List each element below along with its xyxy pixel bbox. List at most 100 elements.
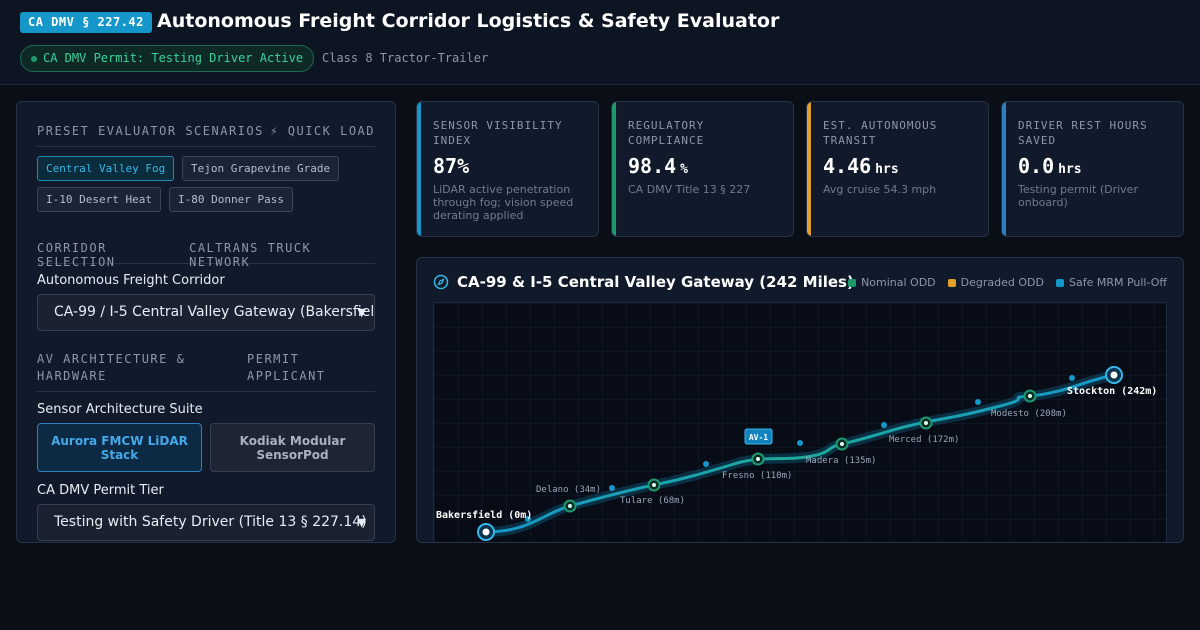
legend-label: Degraded ODD (960, 276, 1044, 289)
map-legend: Nominal ODD Degraded ODD Safe MRM Pull-O… (848, 276, 1167, 289)
kpi-driver-rest-hours: DRIVER REST HOURS SAVED 0.0 hrs Testing p… (1001, 101, 1184, 237)
kpi-value-row: 4.46 hrs (823, 154, 899, 178)
map-stop[interactable]: Fresno (110m) (722, 452, 792, 482)
mrm-pulloff-marker[interactable] (797, 440, 803, 446)
kpi-subtext: CA DMV Title 13 § 227 (628, 183, 751, 196)
kpi-label: REGULATORY COMPLIANCE (628, 119, 705, 147)
stop-label: Stockton (242m) (1067, 386, 1157, 397)
corridor-section-header: CORRIDOR SELECTION CALTRANS TRUCK NETWOR… (37, 241, 375, 269)
permit-tier-select[interactable]: Testing with Safety Driver (Title 13 § 2… (37, 504, 375, 541)
architecture-note: PERMIT APPLICANT (247, 352, 326, 383)
mrm-pulloff-marker[interactable] (525, 516, 531, 522)
kpi-regulatory-compliance: REGULATORY COMPLIANCE 98.4% CA DMV Title… (611, 101, 794, 237)
kpi-autonomous-transit: EST. AUTONOMOUS TRANSIT 4.46 hrs Avg crui… (806, 101, 989, 237)
mrm-pulloff-marker[interactable] (703, 461, 709, 467)
kpi-label: SENSOR VISIBILITY INDEX (433, 119, 563, 147)
legend-swatch (848, 278, 857, 287)
preset-chip-i10-desert-heat[interactable]: I-10 Desert Heat (37, 187, 161, 212)
mrm-pulloff-marker[interactable] (609, 485, 615, 491)
kpi-unit: hrs (1058, 162, 1082, 177)
route-line (484, 373, 1116, 534)
control-sidebar: PRESET EVALUATOR SCENARIOS ⚡ QUICK LOAD … (16, 101, 396, 543)
preset-chip-tejon-grapevine-grade[interactable]: Tejon Grapevine Grade (182, 156, 340, 181)
map-title: CA-99 & I-5 Central Valley Gateway (242 … (457, 273, 854, 291)
preset-chip-central-valley-fog[interactable]: Central Valley Fog (37, 156, 175, 181)
legend-safe-mrm: Safe MRM Pull-Off (1055, 276, 1167, 289)
stop-label: Merced (172m) (889, 435, 959, 445)
architecture-section-header: AV ARCHITECTURE & HARDWARE PERMIT APPLIC… (37, 351, 375, 392)
map-stop[interactable]: Bakersfield (0m) (436, 509, 532, 541)
corridor-map-canvas: Bakersfield (0m) Delano (34m) Tulare (68m)… (434, 303, 1166, 542)
corridor-field-label: Autonomous Freight Corridor (37, 273, 225, 288)
stop-dot (924, 421, 928, 425)
stop-label: Bakersfield (0m) (436, 509, 532, 521)
stop-label: Delano (34m) (536, 485, 601, 495)
legend-swatch (1055, 278, 1064, 287)
legend-label: Safe MRM Pull-Off (1068, 276, 1167, 289)
corridor-heading: CORRIDOR SELECTION (37, 241, 116, 269)
corridor-map-panel: CA-99 & I-5 Central Valley Gateway (242 … (416, 257, 1184, 543)
preset-chip-i80-donner-pass[interactable]: I-80 Donner Pass (169, 187, 293, 212)
corridor-select-value: CA-99 / I-5 Central Valley Gateway (Bake… (54, 304, 375, 320)
vehicle-class-label: Class 8 Tractor-Trailer (322, 51, 489, 65)
kpi-sensor-visibility: SENSOR VISIBILITY INDEX 87% LiDAR active… (416, 101, 599, 237)
legend-degraded-odd: Degraded ODD (947, 276, 1044, 289)
legend-nominal-odd: Nominal ODD (848, 276, 936, 289)
stop-dot (568, 504, 572, 508)
permit-status-pill: CA DMV Permit: Testing Driver Active (20, 45, 315, 72)
kpi-label: EST. AUTONOMOUS TRANSIT (823, 119, 938, 147)
legend-swatch (947, 278, 956, 287)
quick-load-button[interactable]: ⚡ QUICK LOAD (270, 124, 375, 138)
kpi-value: 87% (433, 154, 470, 178)
kpi-unit: hrs (875, 162, 899, 177)
corridor-select[interactable]: CA-99 / I-5 Central Valley Gateway (Bake… (37, 294, 375, 331)
stops-layer: Bakersfield (0m) Delano (34m) Tulare (68m)… (436, 366, 1157, 541)
map-stop[interactable]: Madera (135m) (806, 437, 876, 467)
kpi-value-row: 98.4% (628, 154, 688, 178)
chevron-down-icon: ▼ (357, 306, 366, 319)
compass-icon (433, 274, 449, 290)
mrm-pulloff-marker[interactable] (1069, 375, 1075, 381)
status-dot-icon (31, 55, 37, 62)
permit-tier-select-value: Testing with Safety Driver (Title 13 § 2… (54, 514, 367, 530)
mrm-pulloff-marker[interactable] (881, 422, 887, 428)
stop-dot (840, 442, 844, 446)
app-title: Autonomous Freight Corridor Logistics & … (157, 10, 780, 32)
regulation-code-badge: CA DMV § 227.42 (20, 12, 152, 33)
permit-tier-label: CA DMV Permit Tier (37, 483, 164, 498)
legend-label: Nominal ODD (861, 276, 936, 289)
stop-label: Fresno (110m) (722, 471, 792, 481)
presets-heading: PRESET EVALUATOR SCENARIOS (37, 124, 264, 138)
corridor-map[interactable]: Bakersfield (0m) Delano (34m) Tulare (68m)… (433, 302, 1167, 542)
vehicle-marker[interactable]: AV-1 (744, 428, 773, 445)
kpi-accent-bar (1002, 102, 1006, 236)
kpi-accent-bar (417, 102, 421, 236)
architecture-heading: AV ARCHITECTURE & HARDWARE (37, 352, 186, 383)
kpi-subtext: Avg cruise 54.3 mph (823, 183, 937, 196)
kpi-subtext: Testing permit (Driver onboard) (1018, 183, 1138, 209)
map-stop[interactable]: Tulare (68m) (620, 478, 685, 507)
kpi-value-row: 87% (433, 154, 473, 178)
mrm-pulloff-marker[interactable] (975, 399, 981, 405)
endpoint-dot (482, 528, 490, 536)
stop-label: Madera (135m) (806, 456, 876, 466)
stop-label: Modesto (208m) (991, 409, 1067, 419)
sensor-option-kodiak-button[interactable]: Kodiak Modular SensorPod (210, 423, 375, 472)
kpi-accent-bar (612, 102, 616, 236)
sensor-option-aurora-button[interactable]: Aurora FMCW LiDAR Stack (37, 423, 202, 472)
kpi-value-row: 0.0 hrs (1018, 154, 1082, 178)
map-stop[interactable]: Stockton (242m) (1067, 366, 1157, 397)
kpi-value: 98.4 (628, 154, 677, 178)
map-stop[interactable]: Merced (172m) (889, 416, 959, 446)
endpoint-dot (1110, 371, 1118, 379)
sensor-suite-label: Sensor Architecture Suite (37, 402, 203, 417)
map-stop[interactable]: Modesto (208m) (991, 389, 1067, 420)
kpi-accent-bar (807, 102, 811, 236)
presets-section-header: PRESET EVALUATOR SCENARIOS ⚡ QUICK LOAD (37, 124, 375, 147)
app-header: CA DMV § 227.42 Autonomous Freight Corri… (0, 0, 1200, 85)
vehicle-label: AV-1 (749, 433, 768, 442)
chevron-down-icon: ▼ (357, 516, 366, 529)
vehicle-badge[interactable] (744, 428, 773, 445)
map-stop[interactable]: Delano (34m) (536, 485, 601, 513)
stop-dot (1028, 394, 1032, 398)
